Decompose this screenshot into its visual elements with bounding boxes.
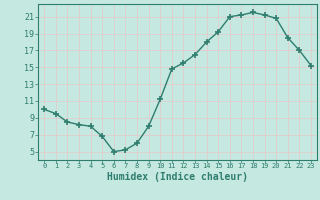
X-axis label: Humidex (Indice chaleur): Humidex (Indice chaleur) [107,172,248,182]
